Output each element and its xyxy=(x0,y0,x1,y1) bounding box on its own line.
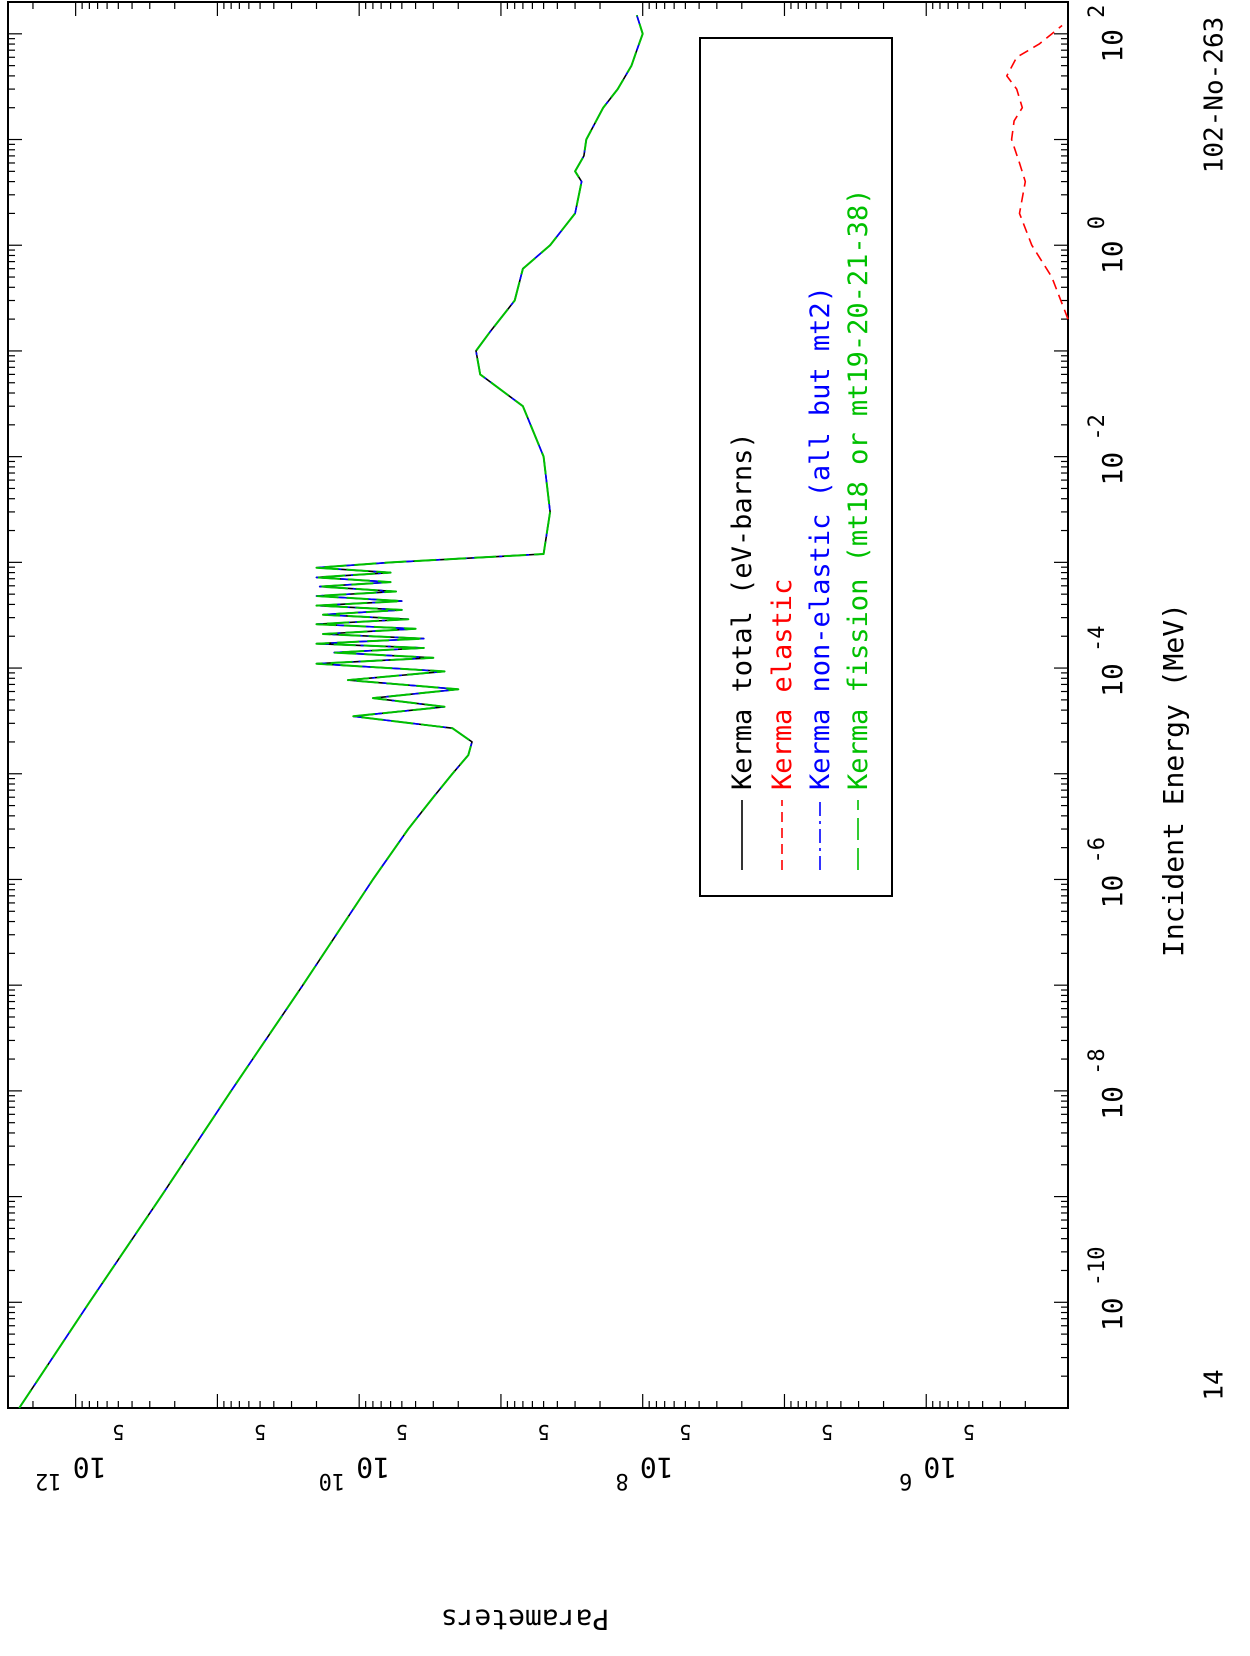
x-tick-exp: -6 xyxy=(1085,837,1110,864)
y-tick-base: 10 xyxy=(73,1451,107,1484)
x-tick-exp: -4 xyxy=(1085,626,1110,653)
y-tick-label: 10 10 xyxy=(319,1451,390,1493)
legend-entry-3: Kerma non-elastic (all but mt2) xyxy=(805,286,836,790)
x-tick-label: 10-10 xyxy=(1085,1247,1129,1332)
series-line-4 xyxy=(18,14,644,1409)
x-tick-label: 10 0 xyxy=(1085,216,1129,274)
x-tick-exp: -2 xyxy=(1085,414,1110,441)
y-tick-exp: 10 xyxy=(319,1468,346,1493)
x-tick-base: 10 xyxy=(1096,875,1129,909)
y-minor-label-text: 5 xyxy=(254,1420,266,1444)
minor-ticks xyxy=(7,1,1069,1409)
y-minor-label: 5 xyxy=(396,1420,408,1444)
x-tick-label: 10-4 xyxy=(1085,626,1129,697)
x-tick-exp: 2 xyxy=(1085,5,1110,18)
x-tick-exp: -8 xyxy=(1085,1048,1110,1075)
legend-label-4: Kerma fission (mt18 or mt19-20-21-38) xyxy=(843,189,874,790)
legend-entry-1: Kerma total (eV-barns) xyxy=(727,432,758,790)
x-tick-exp: 0 xyxy=(1085,216,1110,229)
legend-label-3: Kerma non-elastic (all but mt2) xyxy=(805,286,836,790)
x-tick-exp: -10 xyxy=(1085,1247,1110,1287)
series-line-2 xyxy=(1006,24,1069,320)
y-minor-label: 5 xyxy=(821,1420,833,1444)
x-tick-base: 10 xyxy=(1096,1297,1129,1331)
y-tick-base: 10 xyxy=(640,1451,674,1484)
y-minor-label: 5 xyxy=(254,1420,266,1444)
y-minor-label-text: 5 xyxy=(679,1420,691,1444)
x-tick-label: 10-6 xyxy=(1085,837,1129,908)
x-tick-label: 10 2 xyxy=(1085,5,1129,63)
y-minor-label: 5 xyxy=(679,1420,691,1444)
corner-value-14: 14 xyxy=(1200,1369,1230,1400)
legend: Kerma total (eV-barns) Kerma elastic Kerma… xyxy=(699,37,893,897)
legend-box xyxy=(699,37,893,897)
x-tick-base: 10 xyxy=(1096,240,1129,274)
y-minor-label-text: 5 xyxy=(396,1420,408,1444)
x-tick-label: 10-8 xyxy=(1085,1048,1129,1119)
y-tick-exp: 6 xyxy=(899,1468,912,1493)
plot-border xyxy=(7,1,1069,1409)
x-tick-label: 10-2 xyxy=(1085,414,1129,485)
legend-label-1: Kerma total (eV-barns) xyxy=(727,432,758,790)
y-minor-label: 5 xyxy=(538,1420,550,1444)
y-axis-label: Parameters xyxy=(441,1603,610,1636)
series-line-1 xyxy=(18,14,644,1409)
legend-entry-4: Kerma fission (mt18 or mt19-20-21-38) xyxy=(843,189,874,790)
y-tick-label: 10 8 xyxy=(615,1451,673,1493)
legend-label-2: Kerma elastic xyxy=(767,579,798,790)
x-axis-label: Incident Energy (MeV) xyxy=(1157,603,1190,957)
legend-entry-2: Kerma elastic xyxy=(767,579,798,790)
y-tick-label: 10 6 xyxy=(899,1451,957,1493)
y-tick-exp: 8 xyxy=(615,1468,628,1493)
corner-label: 102-No-263 xyxy=(1200,17,1230,174)
y-minor-label: 5 xyxy=(963,1420,975,1444)
x-tick-base: 10 xyxy=(1096,1086,1129,1120)
y-minor-label-text: 5 xyxy=(821,1420,833,1444)
y-tick-labels: 10 6 10 8 10 10 10 12 5 5 5 5 5 5 5 xyxy=(35,1420,975,1493)
y-minor-label-text: 5 xyxy=(963,1420,975,1444)
y-tick-label: 10 12 xyxy=(35,1451,106,1493)
y-tick-base: 10 xyxy=(356,1451,390,1484)
x-tick-base: 10 xyxy=(1096,29,1129,63)
series-layer xyxy=(18,14,1069,1409)
y-tick-base: 10 xyxy=(923,1451,957,1484)
plot-frame xyxy=(7,1,1069,1409)
y-minor-label: 5 xyxy=(112,1420,124,1444)
x-tick-base: 10 xyxy=(1096,663,1129,697)
y-tick-exp: 12 xyxy=(35,1468,62,1493)
y-minor-label-text: 5 xyxy=(112,1420,124,1444)
x-tick-base: 10 xyxy=(1096,452,1129,486)
y-minor-label-text: 5 xyxy=(538,1420,550,1444)
series-line-3 xyxy=(18,14,644,1409)
